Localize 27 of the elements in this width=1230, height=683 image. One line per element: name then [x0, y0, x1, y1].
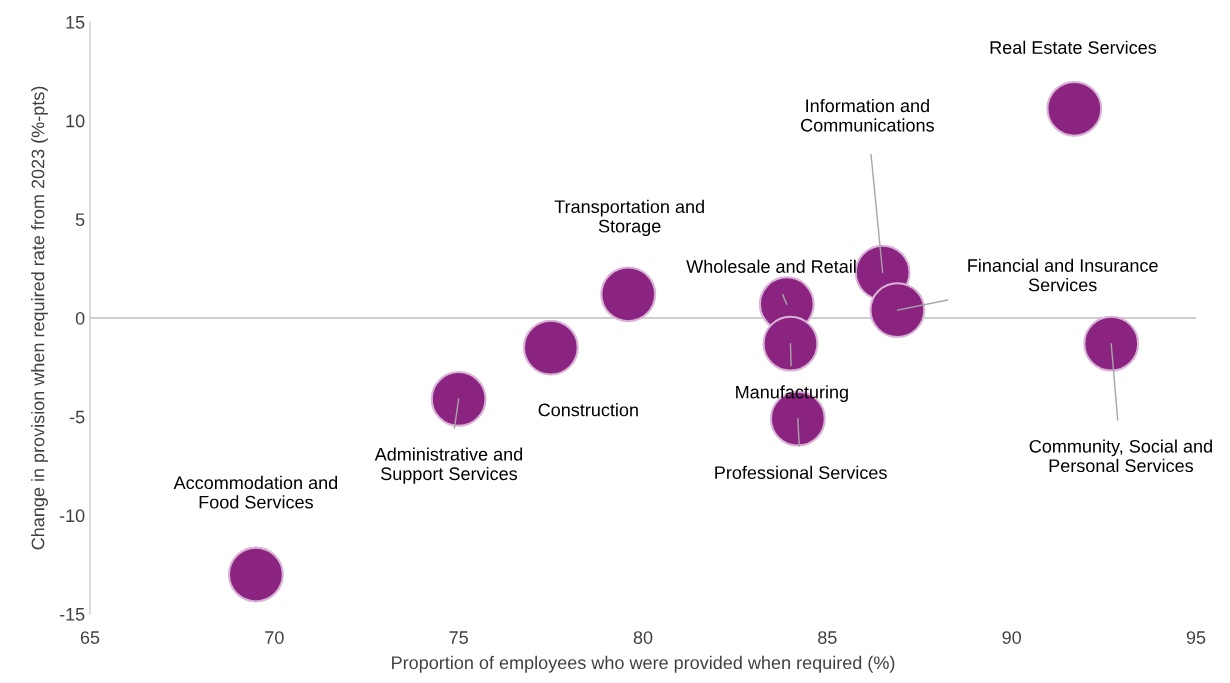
annotation: Administrative and Support Services [374, 447, 523, 484]
y-tick-label: -15 [59, 608, 85, 621]
y-tick-label: 15 [66, 16, 85, 29]
y-tick-label: -10 [59, 509, 85, 523]
x-axis-title: Proportion of employees who were provided when required (%) [392, 655, 895, 673]
annotation: Financial and Insurance Services [968, 258, 1158, 292]
y-axis-title: Change in provision when required rate from 2023 (%-pts) [31, 86, 48, 550]
annotation: Wholesale and Retail [686, 259, 856, 273]
annotation: Construction [538, 403, 638, 417]
x-tick-label: 75 [449, 631, 468, 644]
y-tick-label: 5 [75, 213, 85, 227]
y-tick-label: -5 [69, 410, 85, 424]
x-tick-label: 85 [818, 631, 837, 644]
x-tick-label: 70 [265, 631, 284, 644]
annotation: Manufacturing [736, 385, 848, 403]
y-tick-label: 0 [75, 311, 85, 325]
x-tick-label: 80 [633, 631, 653, 644]
annotation: Accommodation and Food Services [173, 475, 338, 509]
x-tick-label: 90 [1002, 631, 1021, 644]
x-tick-label: 95 [1186, 631, 1206, 644]
annotation: Information and Communications [801, 98, 934, 132]
x-tick-label: 65 [80, 631, 100, 644]
annotation: Professional Services [715, 465, 887, 480]
annotation: Transportation and Storage [554, 199, 704, 237]
annotation: Community, Social and Personal Services [1029, 439, 1212, 473]
y-tick-label: 10 [66, 114, 85, 128]
annotation: Real Estate Services [990, 40, 1157, 54]
